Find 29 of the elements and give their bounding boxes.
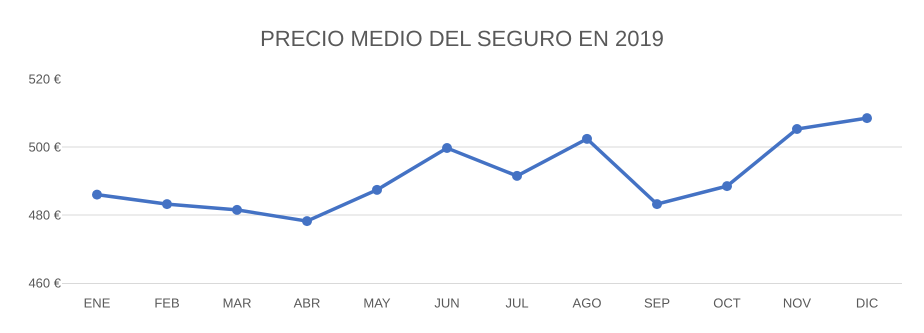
x-tick-label: AGO xyxy=(572,296,602,311)
x-tick-label: DIC xyxy=(856,296,878,311)
point xyxy=(302,216,312,226)
x-tick-label: JUL xyxy=(505,296,529,311)
y-tick-label: 500 € xyxy=(28,140,62,155)
x-tick-label: OCT xyxy=(713,296,741,311)
point xyxy=(582,134,592,144)
x-tick-label: JUN xyxy=(434,296,460,311)
point xyxy=(232,204,242,215)
y-tick-label: 480 € xyxy=(28,208,62,223)
x-tick-label: FEB xyxy=(154,296,180,311)
point xyxy=(162,199,172,210)
point xyxy=(92,190,102,200)
x-tick-label: NOV xyxy=(782,296,812,311)
point xyxy=(512,170,522,181)
y-tick-label: 460 € xyxy=(28,276,62,291)
x-tick-label: ABR xyxy=(294,296,320,311)
point xyxy=(442,143,452,154)
x-tick-label: MAY xyxy=(363,296,391,311)
point xyxy=(652,199,662,210)
chart-title: PRECIO MEDIO DEL SEGURO EN 2019 xyxy=(260,26,664,51)
point xyxy=(792,124,802,134)
point xyxy=(372,184,382,195)
point xyxy=(722,181,732,192)
x-tick-label: MAR xyxy=(222,296,252,311)
x-tick-label: ENE xyxy=(84,296,111,311)
y-tick-label: 520 € xyxy=(28,72,62,87)
x-tick-label: SEP xyxy=(644,296,670,311)
point xyxy=(862,113,872,124)
